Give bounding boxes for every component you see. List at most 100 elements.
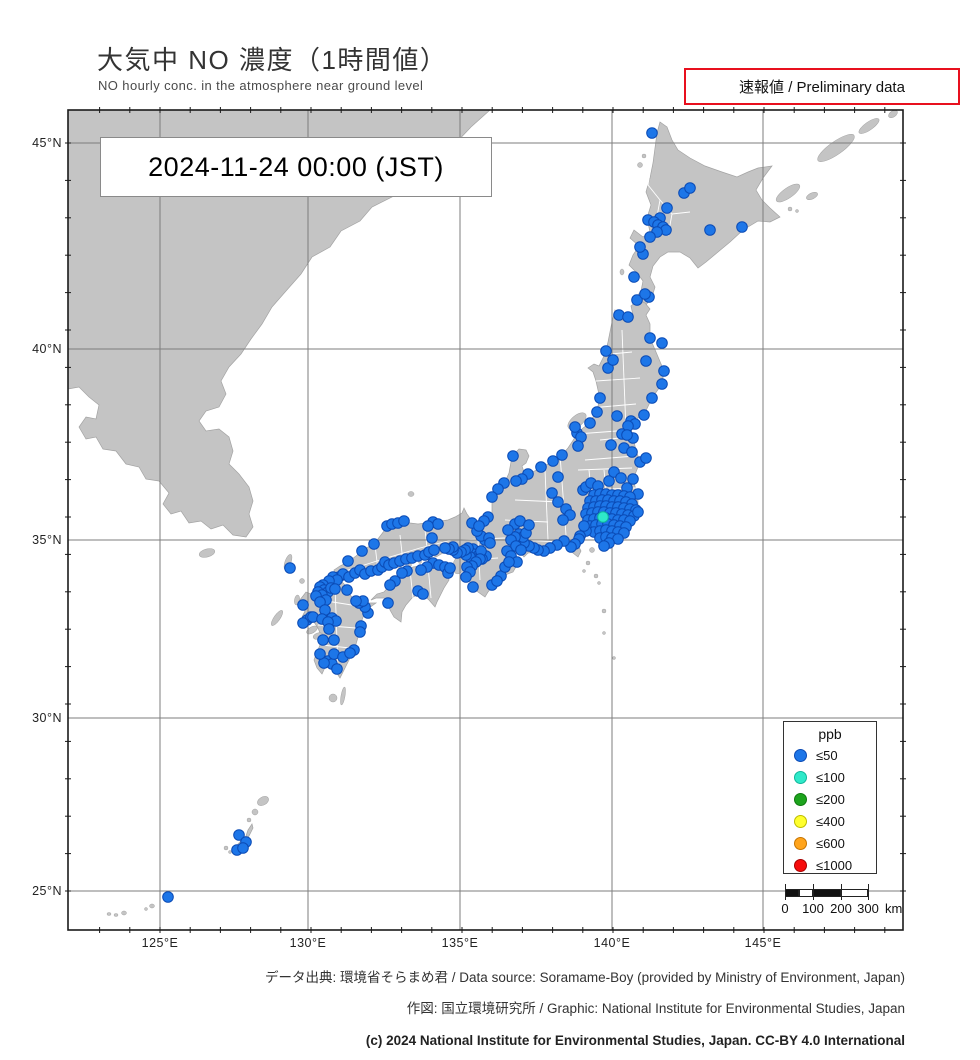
island: [637, 162, 643, 168]
station-dot-le50: [344, 647, 356, 659]
island: [144, 907, 148, 911]
legend-item-label: ≤400: [816, 813, 845, 829]
landmass: [68, 110, 491, 538]
island: [328, 693, 338, 703]
station-dot-le50: [621, 429, 633, 441]
island: [306, 625, 318, 635]
scale-bar-segment: [841, 889, 868, 897]
prefecture-border-line: [321, 644, 351, 649]
station-dot-le50: [591, 406, 603, 418]
footer-copyright: (c) 2024 National Institute for Environm…: [365, 1033, 905, 1048]
station-dot-le50: [552, 471, 564, 483]
island: [775, 183, 801, 203]
japan-map: [56, 98, 915, 942]
lat-axis-label: 40°N: [32, 342, 62, 356]
island: [340, 686, 346, 706]
scale-bar-tick-label: 200: [830, 901, 852, 916]
station-dot-le50: [627, 473, 639, 485]
preliminary-data-badge: 速報値 / Preliminary data: [684, 68, 960, 105]
prefecture-border-line: [621, 329, 627, 431]
station-dot-le50: [323, 623, 335, 635]
station-dot-le50: [354, 626, 366, 638]
station-dot-le50: [594, 392, 606, 404]
station-dot-le50: [507, 450, 519, 462]
page-subtitle: NO hourly conc. in the atmosphere near g…: [98, 78, 424, 93]
station-dot-le50: [611, 410, 623, 422]
island: [641, 153, 647, 159]
station-dot-le50: [484, 537, 496, 549]
legend-item: ≤600: [784, 832, 876, 854]
island: [299, 578, 305, 584]
station-dot-le50: [584, 417, 596, 429]
station-dot-le50: [162, 891, 174, 903]
station-dot-le50: [661, 202, 673, 214]
station-dot-le50: [644, 332, 656, 344]
island: [597, 581, 601, 585]
station-dot-le50: [640, 452, 652, 464]
station-dot-le50: [631, 294, 643, 306]
prefecture-border-line: [647, 159, 661, 223]
legend-color-dot: [794, 836, 807, 850]
station-dot-layer: [162, 127, 748, 903]
lat-axis-label: 30°N: [32, 711, 62, 725]
island: [585, 560, 591, 566]
station-dot-le50: [398, 515, 410, 527]
legend-item-label: ≤50: [816, 747, 838, 763]
legend-items: ≤50 ≤100 ≤200 ≤400 ≤600 ≤1000: [784, 744, 876, 876]
island: [407, 491, 415, 497]
map-frame: [67, 109, 904, 931]
scale-bar-tick: [841, 884, 842, 900]
prefecture-border-line: [577, 467, 633, 471]
island: [246, 817, 252, 823]
station-dot-le50: [314, 648, 326, 660]
station-dot-le50: [628, 271, 640, 283]
station-dot-le50: [284, 562, 296, 574]
footer-data-source: データ出典: 環境省そらまめ君 / Data source: Soramame-…: [265, 970, 905, 985]
station-dot-le50: [510, 475, 522, 487]
station-dot-le50: [502, 524, 514, 536]
station-dot-le50: [656, 337, 668, 349]
station-dot-le50: [640, 355, 652, 367]
station-dot-le50: [422, 520, 434, 532]
station-dot-le50: [491, 575, 503, 587]
station-dot-le50: [547, 455, 559, 467]
island: [787, 206, 793, 212]
station-dot-le50: [658, 365, 670, 377]
scale-bar-tick: [868, 884, 869, 900]
island: [601, 608, 607, 614]
legend-item-label: ≤600: [816, 835, 845, 851]
station-dot-le50: [331, 663, 343, 675]
scale-bar-segment: [799, 889, 813, 897]
station-dot-le50: [569, 421, 581, 433]
prefecture-border-line: [584, 455, 636, 461]
scale-bar-segment: [785, 889, 799, 897]
legend-item-label: ≤200: [816, 791, 845, 807]
scale-bar-tick-label: 100: [802, 901, 824, 916]
island: [589, 547, 595, 553]
island: [121, 910, 127, 916]
station-dot-le50: [607, 354, 619, 366]
prefecture-border-line: [544, 469, 549, 541]
station-dot-le50: [639, 288, 651, 300]
station-dot-le50: [341, 584, 353, 596]
station-dot-le50: [428, 544, 440, 556]
legend: ppb ≤50 ≤100 ≤200 ≤400 ≤600 ≤1000: [783, 721, 877, 874]
page-title: 大気中 NO 濃度（1時間値）: [97, 45, 448, 75]
station-dot-le50: [622, 311, 634, 323]
station-dot-le50: [426, 532, 438, 544]
station-dot-le50: [572, 440, 584, 452]
lon-axis-label: 125°E: [141, 936, 179, 950]
station-dot-le50: [684, 182, 696, 194]
island: [257, 796, 269, 806]
legend-item: ≤200: [784, 788, 876, 810]
scale-bar-segment: [813, 889, 841, 897]
scale-bar-tick-label: 300: [857, 901, 879, 916]
station-dot-le50: [396, 567, 408, 579]
station-dot-le50: [467, 581, 479, 593]
station-dot-le50: [460, 571, 472, 583]
station-dot-le50: [634, 241, 646, 253]
scale-bar-tick: [785, 884, 786, 900]
footer-credits: データ出典: 環境省そらまめ君 / Data source: Soramame-…: [80, 962, 905, 1057]
